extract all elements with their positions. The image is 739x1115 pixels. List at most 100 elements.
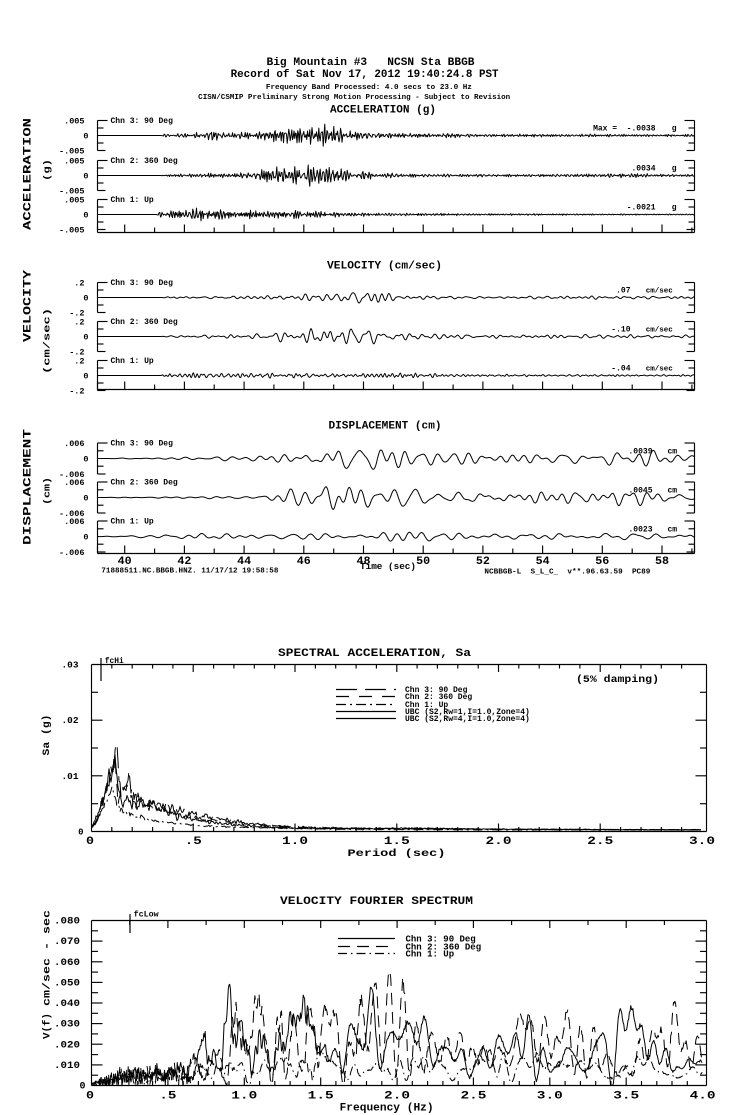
svg-text:VELOCITY (cm/sec): VELOCITY (cm/sec) — [327, 261, 442, 273]
svg-text:Chn 1: Up: Chn 1: Up — [406, 950, 455, 960]
svg-text:Chn 3: 90 Deg: Chn 3: 90 Deg — [406, 935, 476, 945]
svg-text:.060: .060 — [54, 958, 80, 969]
svg-text:(cm): (cm) — [43, 477, 53, 505]
svg-text:.2: .2 — [74, 357, 84, 367]
svg-text:-.006: -.006 — [59, 548, 85, 558]
svg-text:0: 0 — [83, 211, 88, 221]
svg-text:46: 46 — [297, 556, 311, 568]
svg-text:-.2: -.2 — [69, 348, 84, 358]
svg-text:(cm/sec): (cm/sec) — [43, 308, 53, 374]
svg-text:54: 54 — [536, 556, 550, 568]
svg-text:cm/sec: cm/sec — [646, 366, 673, 374]
svg-text:-.005: -.005 — [59, 226, 85, 236]
svg-text:Period (sec): Period (sec) — [348, 848, 446, 860]
svg-text:DISPLACEMENT (cm): DISPLACEMENT (cm) — [329, 421, 442, 433]
svg-text:SPECTRAL ACCELERATION, Sa: SPECTRAL ACCELERATION, Sa — [278, 648, 471, 660]
svg-text:-.10: -.10 — [611, 326, 630, 335]
svg-text:Chn 1: Up: Chn 1: Up — [405, 701, 448, 710]
svg-text:0: 0 — [83, 294, 88, 304]
svg-text:2.5: 2.5 — [587, 836, 614, 848]
svg-text:52: 52 — [476, 556, 490, 568]
svg-text:cm/sec: cm/sec — [646, 288, 673, 296]
svg-text:fcHi: fcHi — [105, 657, 124, 666]
svg-text:.005: .005 — [64, 196, 84, 206]
svg-text:2.0: 2.0 — [384, 1091, 410, 1103]
svg-text:0: 0 — [83, 132, 88, 142]
svg-text:.0039: .0039 — [628, 448, 652, 457]
svg-text:UBC (S2,Rw=1,I=1.0,Zone=4): UBC (S2,Rw=1,I=1.0,Zone=4) — [405, 708, 530, 717]
svg-text:2.5: 2.5 — [460, 1091, 487, 1103]
svg-text:g: g — [672, 165, 677, 174]
svg-text:.01: .01 — [62, 772, 80, 782]
svg-text:0: 0 — [86, 836, 94, 848]
svg-text:Chn 1: Up: Chn 1: Up — [111, 518, 154, 527]
svg-text:(5% damping): (5% damping) — [576, 674, 659, 686]
svg-text:3.0: 3.0 — [537, 1091, 563, 1103]
svg-text:.2: .2 — [74, 279, 84, 289]
svg-text:48: 48 — [357, 556, 371, 568]
svg-text:Chn 3: 90 Deg: Chn 3: 90 Deg — [405, 686, 468, 695]
svg-text:.0023: .0023 — [628, 526, 652, 535]
svg-text:Chn 3: 90 Deg: Chn 3: 90 Deg — [111, 117, 174, 126]
svg-text:.040: .040 — [54, 999, 80, 1010]
svg-text:Chn 1: Up: Chn 1: Up — [111, 357, 154, 366]
svg-text:Frequency (Hz): Frequency (Hz) — [340, 1102, 434, 1114]
svg-text:Chn 2: 360 Deg: Chn 2: 360 Deg — [406, 943, 482, 953]
svg-text:Sa (g): Sa (g) — [41, 715, 53, 756]
svg-text:.006: .006 — [64, 517, 84, 527]
svg-text:cm: cm — [668, 448, 678, 457]
svg-text:3.5: 3.5 — [613, 1091, 640, 1103]
svg-text:0: 0 — [83, 172, 88, 182]
svg-text:0: 0 — [86, 1091, 94, 1103]
svg-text:42: 42 — [177, 556, 191, 568]
svg-text:3.0: 3.0 — [689, 836, 715, 848]
svg-text:NCBBGB-L S_L_C_ v**.96.63.59: NCBBGB-L S_L_C_ v**.96.63.59 PC89 — [484, 569, 651, 577]
svg-text:ACCELERATION: ACCELERATION — [23, 118, 35, 230]
svg-text:DISPLACEMENT: DISPLACEMENT — [23, 428, 35, 545]
svg-text:-.005: -.005 — [59, 147, 85, 157]
svg-text:.02: .02 — [62, 716, 79, 726]
svg-text:-.005: -.005 — [59, 187, 85, 197]
svg-text:fcLow: fcLow — [134, 911, 159, 920]
svg-text:Max = -.0038: Max = -.0038 — [593, 125, 656, 134]
svg-text:1.0: 1.0 — [282, 836, 308, 848]
svg-text:.0045: .0045 — [628, 487, 652, 496]
svg-text:-.006: -.006 — [59, 509, 85, 519]
svg-text:0: 0 — [83, 372, 88, 382]
svg-text:Chn 2: 360 Deg: Chn 2: 360 Deg — [111, 318, 178, 327]
svg-text:50: 50 — [416, 556, 430, 568]
svg-text:.5: .5 — [159, 1091, 177, 1103]
svg-text:0: 0 — [83, 533, 88, 543]
svg-text:-.2: -.2 — [69, 309, 84, 319]
svg-text:58: 58 — [655, 556, 669, 568]
svg-text:UBC (S2,Rw=4,I=1.0,Zone=4): UBC (S2,Rw=4,I=1.0,Zone=4) — [405, 715, 530, 724]
svg-text:0: 0 — [83, 455, 88, 465]
svg-text:Big Mountain #3 NCSN Sta BBG: Big Mountain #3 NCSN Sta BBGB — [267, 57, 475, 69]
svg-text:.5: .5 — [185, 836, 203, 848]
svg-text:Frequency Band Processed: 4.0: Frequency Band Processed: 4.0 secs to 23… — [266, 84, 472, 92]
svg-text:VELOCITY FOURIER SPECTRUM: VELOCITY FOURIER SPECTRUM — [280, 896, 473, 908]
svg-text:-.006: -.006 — [59, 470, 85, 480]
svg-text:g: g — [672, 204, 677, 213]
svg-text:Chn 1: Up: Chn 1: Up — [111, 196, 154, 205]
svg-text:.020: .020 — [54, 1040, 80, 1051]
svg-text:Record of Sat Nov 17, 2012 19:: Record of Sat Nov 17, 2012 19:40:24.8 PS… — [231, 69, 500, 81]
svg-text:Time (sec): Time (sec) — [360, 561, 416, 572]
svg-text:cm: cm — [668, 487, 678, 496]
svg-text:cm/sec: cm/sec — [646, 327, 673, 335]
svg-text:ACCELERATION (g): ACCELERATION (g) — [330, 105, 436, 117]
svg-text:4.0: 4.0 — [690, 1091, 716, 1103]
svg-text:Chn 2: 360 Deg: Chn 2: 360 Deg — [111, 157, 178, 166]
svg-text:.006: .006 — [64, 478, 84, 488]
svg-text:(g): (g) — [43, 159, 53, 181]
svg-text:Chn 3: 90 Deg: Chn 3: 90 Deg — [111, 440, 174, 449]
svg-text:0: 0 — [79, 1082, 85, 1093]
svg-text:Chn 3: 90 Deg: Chn 3: 90 Deg — [111, 279, 174, 288]
svg-text:cm: cm — [668, 526, 678, 535]
svg-text:0: 0 — [83, 333, 88, 343]
svg-text:1.5: 1.5 — [384, 836, 411, 848]
svg-text:CISN/CSMIP Preliminary Strong: CISN/CSMIP Preliminary Strong Motion Pro… — [198, 94, 510, 102]
svg-text:-.2: -.2 — [69, 387, 84, 397]
svg-text:-.0021: -.0021 — [627, 204, 656, 213]
svg-text:44: 44 — [237, 556, 251, 568]
